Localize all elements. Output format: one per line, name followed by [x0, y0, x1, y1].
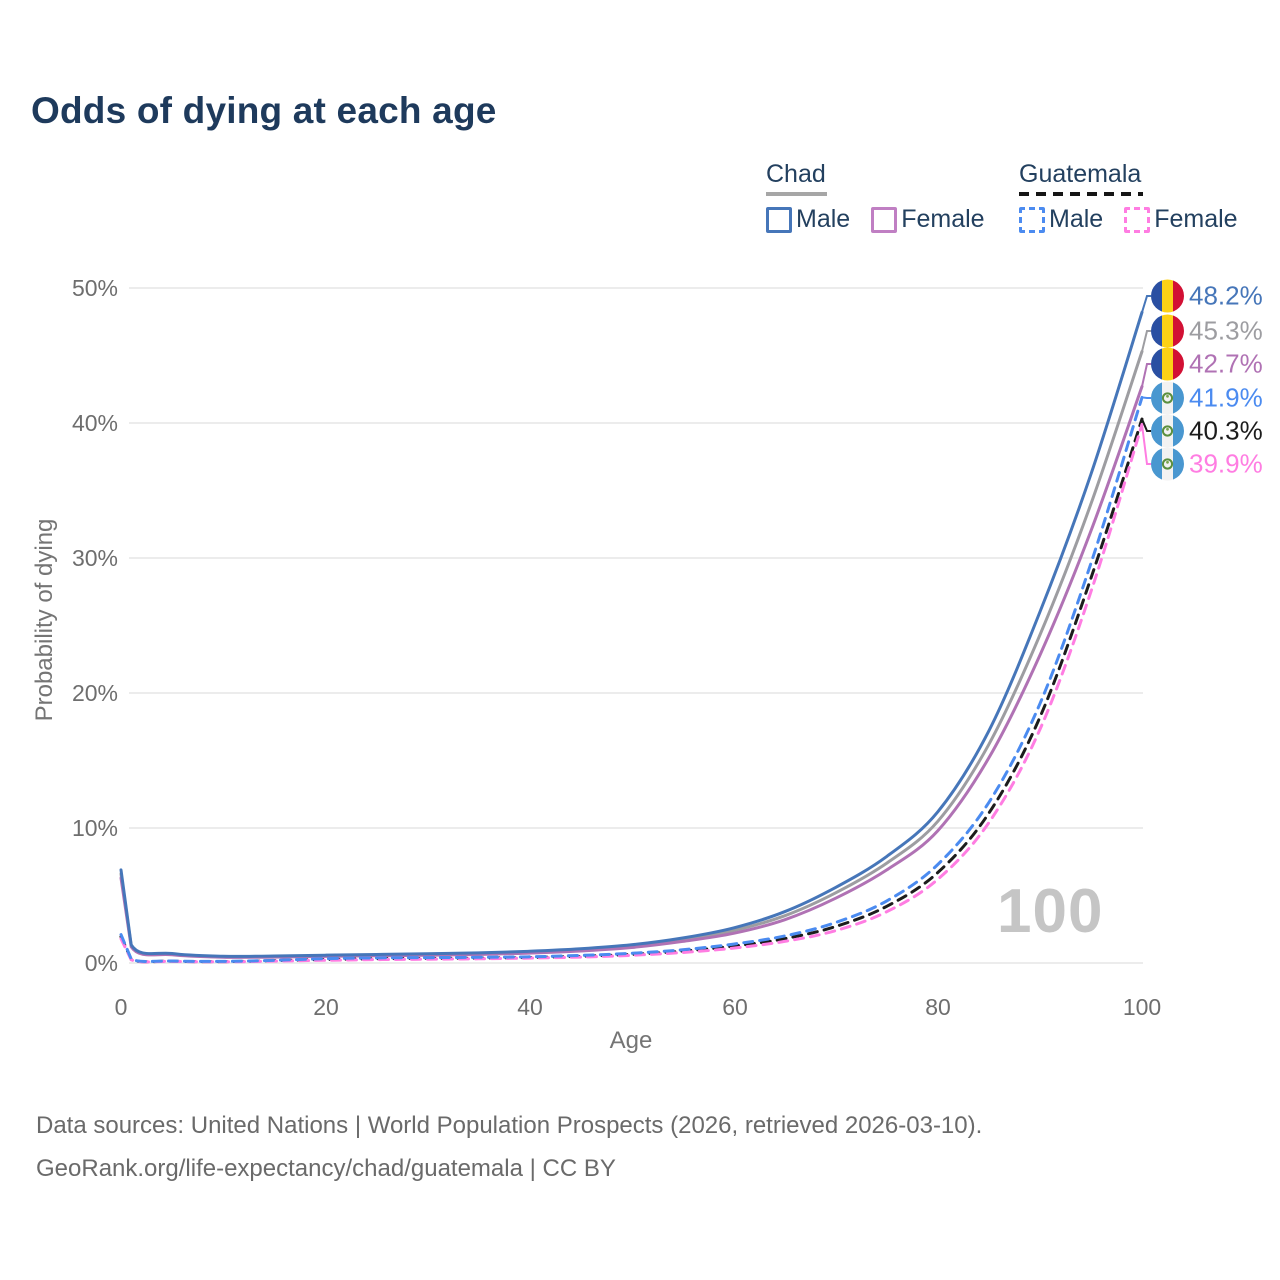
chad-flag-icon — [1151, 279, 1184, 313]
connector-guatemala-male — [1141, 396, 1151, 399]
end-label-guatemala-both: 40.3% — [1151, 414, 1263, 448]
y-tick-50: 50% — [71, 275, 118, 301]
connector-guatemala-female — [1141, 424, 1151, 465]
chad-flag-icon — [1151, 314, 1184, 348]
connector-chad-male — [1141, 295, 1151, 313]
chad-line-style-swatch — [766, 192, 827, 196]
legend-item-guatemala-female-label: Female — [1154, 205, 1238, 233]
legend-item-chad-female-label: Female — [901, 205, 985, 233]
x-tick-40: 40 — [517, 994, 543, 1020]
guatemala-male-swatch-icon — [1019, 206, 1045, 233]
series-line-guatemala-male[interactable] — [119, 395, 1144, 963]
series-line-chad-female[interactable] — [119, 385, 1144, 959]
legend-item-guatemala-female[interactable]: Female — [1124, 205, 1238, 234]
x-tick-60: 60 — [722, 994, 748, 1020]
connector-chad-female — [1141, 363, 1151, 387]
legend-country-guatemala-label: Guatemala — [1019, 160, 1142, 188]
x-tick-80: 80 — [925, 994, 951, 1020]
y-tick-10: 10% — [71, 815, 118, 841]
guatemala-line-style-swatch — [1019, 192, 1143, 196]
end-value-guatemala-female: 39.9% — [1189, 448, 1263, 479]
end-label-guatemala-female: 39.9% — [1151, 447, 1263, 481]
guatemala-female-swatch-icon — [1124, 206, 1151, 233]
end-value-guatemala-both: 40.3% — [1189, 415, 1263, 446]
legend-country-chad-label: Chad — [766, 160, 826, 188]
legend-item-guatemala-male[interactable]: Male — [1019, 205, 1103, 234]
end-value-guatemala-male: 41.9% — [1189, 382, 1263, 413]
connector-guatemala-both — [1141, 418, 1151, 432]
end-label-chad-male: 48.2% — [1151, 279, 1263, 313]
connector-chad-both — [1141, 330, 1151, 352]
end-label-chad-both: 45.3% — [1151, 314, 1263, 348]
y-tick-30: 30% — [71, 545, 118, 571]
series-line-chad-male[interactable] — [119, 310, 1144, 958]
age-watermark: 100 — [997, 877, 1104, 946]
legend-country-chad[interactable]: Chad — [766, 160, 985, 196]
end-value-chad-both: 45.3% — [1189, 315, 1263, 346]
legend-group-guatemala: Guatemala Male Female — [1019, 160, 1238, 234]
series-line-chad-both[interactable] — [119, 350, 1144, 959]
legend-item-chad-male-label: Male — [796, 205, 851, 233]
legend-group-chad: Chad Male Female — [766, 160, 985, 234]
end-label-chad-female: 42.7% — [1151, 347, 1263, 381]
end-value-chad-female: 42.7% — [1189, 348, 1263, 379]
guatemala-flag-icon — [1151, 414, 1184, 448]
x-tick-100: 100 — [1122, 994, 1162, 1020]
end-value-chad-male: 48.2% — [1189, 280, 1263, 311]
gridlines — [129, 287, 1143, 964]
guatemala-flag-icon — [1151, 381, 1184, 415]
chad-female-swatch-icon — [871, 206, 898, 233]
legend-item-guatemala-male-label: Male — [1049, 205, 1104, 233]
footer: Data sources: United Nations | World Pop… — [36, 1104, 982, 1190]
legend-item-chad-female[interactable]: Female — [871, 205, 985, 234]
end-label-connectors — [1141, 295, 1151, 465]
y-tick-0: 0% — [84, 950, 118, 976]
footer-url-line: GeoRank.org/life-expectancy/chad/guatema… — [36, 1155, 616, 1182]
page-title: Odds of dying at each age — [31, 90, 497, 131]
series-line-guatemala-both[interactable] — [119, 417, 1144, 964]
chad-male-swatch-icon — [766, 206, 792, 233]
x-axis-title: Age — [609, 1027, 653, 1054]
footer-source-line: Data sources: United Nations | World Pop… — [36, 1112, 983, 1139]
legend-country-guatemala[interactable]: Guatemala — [1019, 160, 1238, 196]
guatemala-flag-icon — [1151, 447, 1184, 481]
end-label-guatemala-male: 41.9% — [1151, 381, 1263, 415]
legend-item-chad-male[interactable]: Male — [766, 205, 850, 234]
x-tick-0: 0 — [114, 994, 128, 1020]
y-tick-20: 20% — [71, 680, 118, 706]
chad-flag-icon — [1151, 347, 1184, 381]
x-tick-20: 20 — [313, 994, 339, 1020]
y-tick-40: 40% — [71, 410, 118, 436]
series-lines — [119, 310, 1144, 964]
